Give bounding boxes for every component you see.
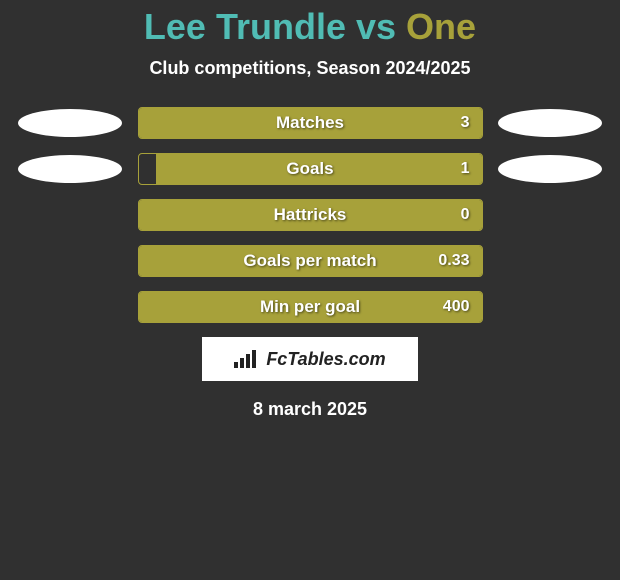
- stat-value: 0.33: [438, 252, 469, 270]
- player-left-name: Lee Trundle: [144, 6, 346, 47]
- right-oval-cell: [485, 155, 615, 183]
- stat-row: Matches3: [0, 107, 620, 139]
- stat-row: Min per goal400: [0, 291, 620, 323]
- left-oval: [18, 155, 122, 183]
- comparison-card: Lee Trundle vs One Club competitions, Se…: [0, 0, 620, 420]
- vs-label: vs: [356, 6, 396, 47]
- left-oval-cell: [5, 155, 135, 183]
- left-oval-cell: [5, 109, 135, 137]
- stat-label: Hattricks: [139, 205, 482, 225]
- stat-cell: Matches3: [135, 107, 485, 139]
- stat-cell: Goals per match0.33: [135, 245, 485, 277]
- bar-chart-icon: [234, 350, 258, 368]
- subtitle: Club competitions, Season 2024/2025: [0, 58, 620, 79]
- stat-label: Goals: [139, 159, 482, 179]
- right-oval-cell: [485, 109, 615, 137]
- stat-bar: Goals1: [138, 153, 483, 185]
- left-oval: [18, 109, 122, 137]
- stat-cell: Min per goal400: [135, 291, 485, 323]
- stat-value: 1: [461, 160, 470, 178]
- stat-cell: Goals1: [135, 153, 485, 185]
- stat-cell: Hattricks0: [135, 199, 485, 231]
- stat-label: Matches: [139, 113, 482, 133]
- stat-bar: Hattricks0: [138, 199, 483, 231]
- page-title: Lee Trundle vs One: [0, 6, 620, 48]
- stat-row: Hattricks0: [0, 199, 620, 231]
- stat-bar: Matches3: [138, 107, 483, 139]
- player-right-name: One: [406, 6, 476, 47]
- stat-value: 0: [461, 206, 470, 224]
- stat-bar: Min per goal400: [138, 291, 483, 323]
- right-oval: [498, 155, 602, 183]
- stat-bar: Goals per match0.33: [138, 245, 483, 277]
- stat-label: Goals per match: [139, 251, 482, 271]
- stat-rows: Matches3Goals1Hattricks0Goals per match0…: [0, 107, 620, 323]
- stat-value: 3: [461, 114, 470, 132]
- stat-label: Min per goal: [139, 297, 482, 317]
- right-oval: [498, 109, 602, 137]
- branding-text: FcTables.com: [266, 349, 385, 370]
- stat-row: Goals1: [0, 153, 620, 185]
- branding-badge[interactable]: FcTables.com: [202, 337, 418, 381]
- stat-row: Goals per match0.33: [0, 245, 620, 277]
- stat-value: 400: [443, 298, 470, 316]
- footer-date: 8 march 2025: [0, 399, 620, 420]
